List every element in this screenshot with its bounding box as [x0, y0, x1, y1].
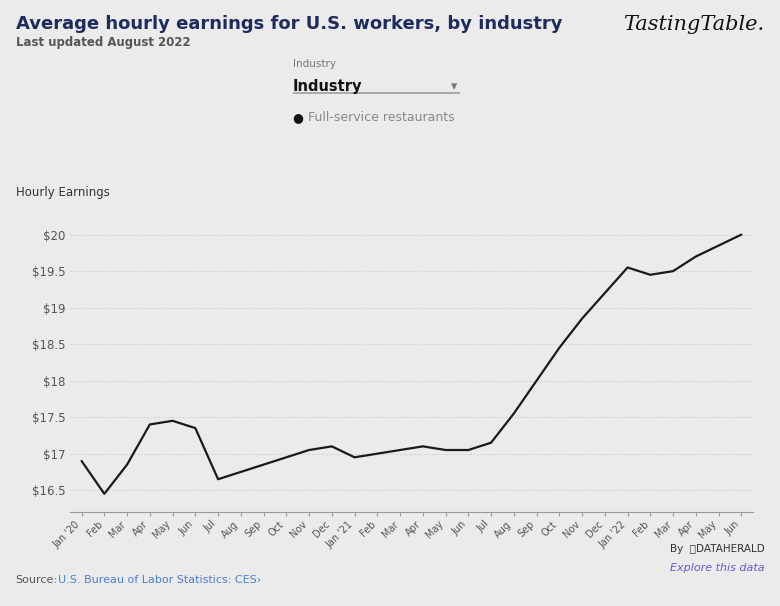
Text: ▾: ▾: [451, 80, 457, 93]
Text: Explore this data: Explore this data: [670, 562, 764, 573]
Text: Average hourly earnings for U.S. workers, by industry: Average hourly earnings for U.S. workers…: [16, 15, 562, 33]
Text: U.S. Bureau of Labor Statistics: CES›: U.S. Bureau of Labor Statistics: CES›: [58, 574, 261, 585]
Text: By  ⓓDATAHERALD: By ⓓDATAHERALD: [670, 544, 764, 554]
Text: Industry: Industry: [292, 79, 362, 94]
Text: Industry: Industry: [292, 59, 335, 69]
Text: Source:: Source:: [16, 574, 58, 585]
Text: Full-service restaurants: Full-service restaurants: [308, 111, 455, 124]
Text: TastingTable.: TastingTable.: [623, 15, 764, 34]
Text: ●: ●: [292, 111, 303, 124]
Text: Hourly Earnings: Hourly Earnings: [16, 186, 109, 199]
Text: Last updated August 2022: Last updated August 2022: [16, 36, 190, 49]
